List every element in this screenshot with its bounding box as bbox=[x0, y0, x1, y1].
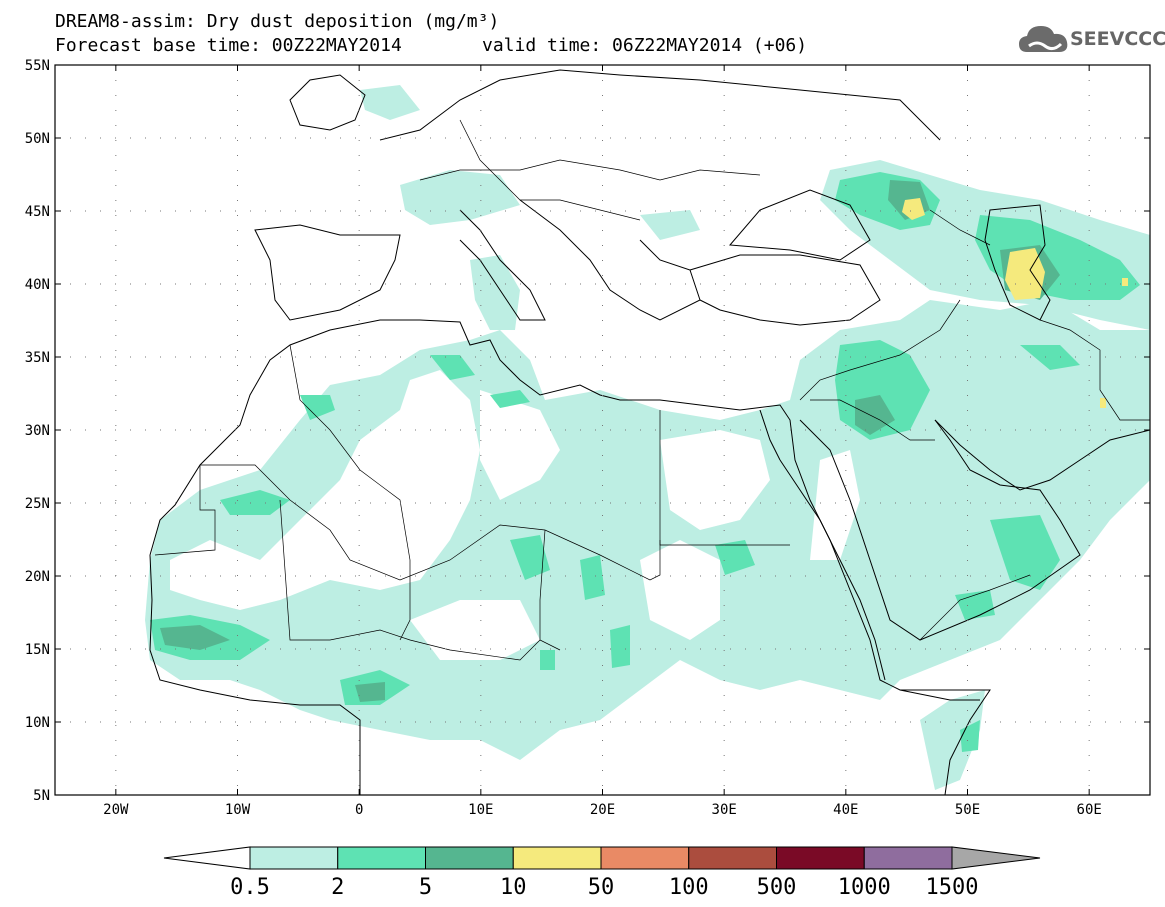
lon-label: 10E bbox=[468, 802, 493, 818]
lat-label: 25N bbox=[25, 496, 50, 512]
map-title: DREAM8-assim: Dry dust deposition (mg/m³… bbox=[55, 11, 500, 32]
colorbar-label: 2 bbox=[331, 875, 344, 900]
cloud-icon bbox=[1019, 26, 1068, 52]
sinai-nile bbox=[759, 409, 781, 461]
caspian-sea bbox=[984, 204, 1051, 321]
forecast-base-time: Forecast base time: 00Z22MAY2014 bbox=[55, 35, 402, 56]
latitude-labels: 5N 10N 15N 20N 25N 30N 35N 40N 45N 50N 55N bbox=[25, 58, 50, 804]
axis-ticks bbox=[55, 64, 1150, 796]
lon-label: 20W bbox=[103, 802, 129, 818]
dust-fields bbox=[145, 85, 1150, 790]
border-europe bbox=[419, 159, 761, 181]
lat-label: 40N bbox=[25, 277, 50, 293]
iberia bbox=[254, 224, 401, 321]
somalia bbox=[899, 689, 980, 701]
britain bbox=[289, 74, 366, 131]
border-libya-chad bbox=[539, 529, 561, 651]
colorbar-label: 1500 bbox=[926, 875, 979, 900]
longitude-labels: 20W 10W 0 10E 20E 30E 40E 50E 60E bbox=[103, 802, 1102, 818]
colorbar-box bbox=[337, 846, 426, 870]
lon-label: 60E bbox=[1077, 802, 1102, 818]
dust-level-0-5 bbox=[145, 85, 1150, 790]
border-mideast bbox=[799, 299, 961, 401]
border-egypt-sudan bbox=[659, 410, 790, 546]
lon-label: 0 bbox=[355, 802, 363, 818]
colorbar-label: 10 bbox=[500, 875, 527, 900]
turkey bbox=[689, 254, 881, 326]
border-caucasus bbox=[929, 209, 991, 246]
seevccc-logo: SEEVCCC bbox=[1017, 20, 1165, 62]
colorbar-box bbox=[776, 846, 865, 870]
border-iran bbox=[1039, 319, 1150, 421]
africa-west-coast bbox=[149, 554, 361, 795]
colorbar-label: 1000 bbox=[838, 875, 891, 900]
valid-time: valid time: 06Z22MAY2014 (+06) bbox=[482, 35, 808, 56]
black-sea bbox=[728, 189, 871, 261]
colorbar-box bbox=[600, 846, 690, 870]
persian-gulf bbox=[934, 419, 1150, 491]
colorbar-label: 50 bbox=[588, 875, 615, 900]
lon-label: 40E bbox=[833, 802, 858, 818]
lat-label: 50N bbox=[25, 131, 50, 147]
border-europe2 bbox=[459, 119, 641, 221]
map-frame bbox=[54, 64, 1151, 796]
border-iraq-saudi bbox=[810, 399, 935, 441]
border-arabia-yemen bbox=[919, 574, 1031, 641]
colorbar-box bbox=[512, 846, 602, 870]
lon-label: 10W bbox=[225, 802, 251, 818]
colorbar-box bbox=[249, 846, 339, 870]
colorbar-low-triangle bbox=[163, 846, 251, 870]
colorbar-label: 5 bbox=[419, 875, 432, 900]
colorbar-high-triangle bbox=[951, 846, 1041, 870]
lat-label: 5N bbox=[33, 788, 50, 804]
colorbar-label: 500 bbox=[757, 875, 797, 900]
lat-label: 10N bbox=[25, 715, 50, 731]
balkans-greece bbox=[519, 199, 701, 321]
colorbar: 0.5 2 5 10 50 100 500 1000 1500 bbox=[163, 846, 1041, 900]
arabia bbox=[799, 419, 1081, 641]
border-north-africa bbox=[289, 344, 411, 641]
lat-label: 30N bbox=[25, 423, 50, 439]
lat-label: 55N bbox=[25, 58, 50, 74]
borders bbox=[154, 119, 1150, 661]
colorbar-box bbox=[863, 846, 953, 870]
border-sahara bbox=[200, 464, 661, 581]
coastlines bbox=[149, 69, 1150, 795]
colorbar-label: 100 bbox=[669, 875, 709, 900]
colorbar-box bbox=[425, 846, 514, 870]
lon-label: 50E bbox=[955, 802, 980, 818]
red-sea bbox=[779, 459, 886, 681]
logo-text: SEEVCCC bbox=[1070, 28, 1165, 50]
lat-label: 15N bbox=[25, 642, 50, 658]
africa-coast bbox=[149, 319, 991, 795]
europe-north bbox=[379, 69, 941, 141]
colorbar-label: 0.5 bbox=[230, 875, 270, 900]
lat-label: 20N bbox=[25, 569, 50, 585]
colorbar-box bbox=[688, 846, 777, 870]
border-sahel bbox=[279, 499, 541, 661]
lon-label: 20E bbox=[590, 802, 615, 818]
lat-label: 35N bbox=[25, 350, 50, 366]
lon-label: 30E bbox=[712, 802, 737, 818]
lat-label: 45N bbox=[25, 204, 50, 220]
border-mauritania bbox=[154, 465, 216, 556]
italy bbox=[459, 209, 546, 321]
